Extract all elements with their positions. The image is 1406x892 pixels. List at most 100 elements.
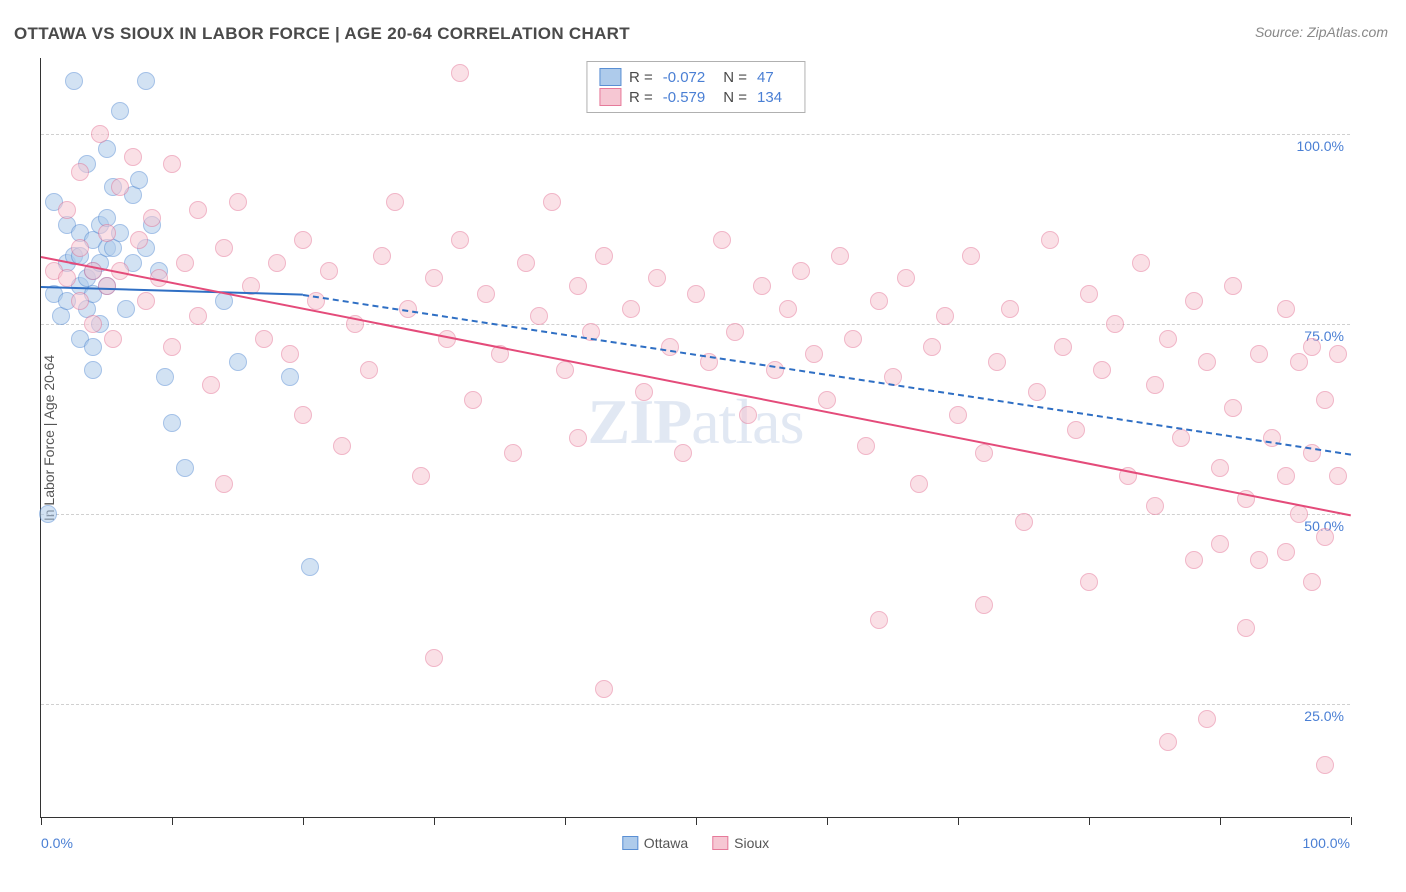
scatter-point bbox=[1277, 543, 1295, 561]
scatter-point bbox=[117, 300, 135, 318]
scatter-point bbox=[923, 338, 941, 356]
scatter-point bbox=[1290, 353, 1308, 371]
legend-swatch-icon bbox=[712, 836, 728, 850]
scatter-point bbox=[464, 391, 482, 409]
scatter-point bbox=[137, 72, 155, 90]
x-axis-tick bbox=[1089, 817, 1090, 825]
scatter-point bbox=[1015, 513, 1033, 531]
scatter-point bbox=[65, 72, 83, 90]
scatter-point bbox=[84, 361, 102, 379]
scatter-point bbox=[1250, 551, 1268, 569]
plot-area: ZIPatlas In Labor Force | Age 20-64 R = … bbox=[40, 58, 1350, 818]
scatter-point bbox=[1080, 285, 1098, 303]
scatter-point bbox=[1224, 277, 1242, 295]
x-axis-tick bbox=[565, 817, 566, 825]
scatter-point bbox=[1316, 756, 1334, 774]
x-axis-tick bbox=[827, 817, 828, 825]
scatter-point bbox=[111, 102, 129, 120]
chart-title: OTTAWA VS SIOUX IN LABOR FORCE | AGE 20-… bbox=[14, 24, 630, 44]
scatter-point bbox=[71, 239, 89, 257]
scatter-point bbox=[451, 231, 469, 249]
scatter-point bbox=[779, 300, 797, 318]
scatter-point bbox=[1316, 391, 1334, 409]
scatter-point bbox=[897, 269, 915, 287]
scatter-point bbox=[1041, 231, 1059, 249]
scatter-point bbox=[504, 444, 522, 462]
scatter-point bbox=[215, 475, 233, 493]
scatter-point bbox=[301, 558, 319, 576]
scatter-point bbox=[124, 148, 142, 166]
scatter-point bbox=[1028, 383, 1046, 401]
scatter-point bbox=[143, 209, 161, 227]
scatter-point bbox=[1001, 300, 1019, 318]
x-axis-tick bbox=[172, 817, 173, 825]
scatter-point bbox=[137, 292, 155, 310]
scatter-point bbox=[844, 330, 862, 348]
scatter-point bbox=[1329, 345, 1347, 363]
scatter-point bbox=[294, 231, 312, 249]
scatter-point bbox=[373, 247, 391, 265]
scatter-point bbox=[595, 247, 613, 265]
legend-swatch-icon bbox=[622, 836, 638, 850]
gridline bbox=[41, 134, 1350, 135]
scatter-point bbox=[71, 163, 89, 181]
scatter-point bbox=[1159, 330, 1177, 348]
y-axis-tick-label: 100.0% bbox=[1297, 138, 1344, 154]
y-axis-tick-label: 25.0% bbox=[1304, 708, 1344, 724]
scatter-point bbox=[1237, 619, 1255, 637]
x-axis-tick bbox=[434, 817, 435, 825]
scatter-point bbox=[1198, 353, 1216, 371]
series-legend: Ottawa Sioux bbox=[622, 835, 769, 851]
scatter-point bbox=[281, 368, 299, 386]
scatter-point bbox=[425, 649, 443, 667]
scatter-point bbox=[1067, 421, 1085, 439]
legend-item-ottawa: Ottawa bbox=[622, 835, 688, 851]
scatter-point bbox=[229, 353, 247, 371]
scatter-point bbox=[517, 254, 535, 272]
gridline bbox=[41, 324, 1350, 325]
scatter-point bbox=[202, 376, 220, 394]
scatter-point bbox=[1329, 467, 1347, 485]
scatter-point bbox=[530, 307, 548, 325]
stats-legend: R = -0.072 N = 47 R = -0.579 N = 134 bbox=[586, 61, 805, 113]
scatter-point bbox=[320, 262, 338, 280]
scatter-point bbox=[870, 292, 888, 310]
legend-swatch-ottawa bbox=[599, 68, 621, 86]
gridline bbox=[41, 704, 1350, 705]
scatter-point bbox=[1303, 573, 1321, 591]
scatter-point bbox=[805, 345, 823, 363]
scatter-point bbox=[792, 262, 810, 280]
scatter-point bbox=[936, 307, 954, 325]
scatter-point bbox=[569, 429, 587, 447]
scatter-point bbox=[1146, 376, 1164, 394]
scatter-point bbox=[739, 406, 757, 424]
scatter-point bbox=[1211, 459, 1229, 477]
scatter-point bbox=[857, 437, 875, 455]
scatter-point bbox=[281, 345, 299, 363]
x-axis-tick bbox=[958, 817, 959, 825]
scatter-point bbox=[111, 178, 129, 196]
scatter-point bbox=[1106, 315, 1124, 333]
scatter-point bbox=[215, 239, 233, 257]
scatter-point bbox=[1316, 528, 1334, 546]
scatter-point bbox=[1185, 551, 1203, 569]
legend-item-sioux: Sioux bbox=[712, 835, 769, 851]
stats-legend-row-ottawa: R = -0.072 N = 47 bbox=[599, 68, 792, 86]
scatter-point bbox=[988, 353, 1006, 371]
scatter-point bbox=[477, 285, 495, 303]
scatter-point bbox=[648, 269, 666, 287]
x-axis-tick bbox=[696, 817, 697, 825]
scatter-point bbox=[595, 680, 613, 698]
scatter-point bbox=[556, 361, 574, 379]
scatter-point bbox=[163, 414, 181, 432]
scatter-point bbox=[425, 269, 443, 287]
scatter-point bbox=[1224, 399, 1242, 417]
scatter-point bbox=[229, 193, 247, 211]
scatter-point bbox=[176, 254, 194, 272]
scatter-point bbox=[84, 315, 102, 333]
trend-line bbox=[303, 294, 1351, 456]
scatter-point bbox=[687, 285, 705, 303]
scatter-point bbox=[84, 338, 102, 356]
scatter-point bbox=[1277, 467, 1295, 485]
scatter-point bbox=[1159, 733, 1177, 751]
